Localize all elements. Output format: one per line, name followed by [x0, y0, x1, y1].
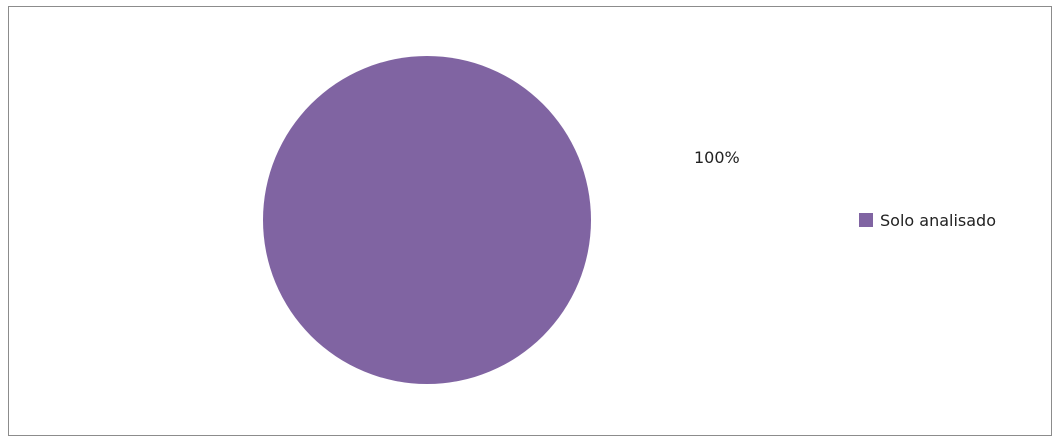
legend: Solo analisado: [859, 211, 996, 230]
pie-slices: [263, 56, 591, 384]
legend-swatch: [859, 213, 873, 227]
legend-label: Solo analisado: [880, 211, 996, 230]
slice-data-label: 100%: [694, 148, 740, 167]
pie-slice: [263, 56, 591, 384]
